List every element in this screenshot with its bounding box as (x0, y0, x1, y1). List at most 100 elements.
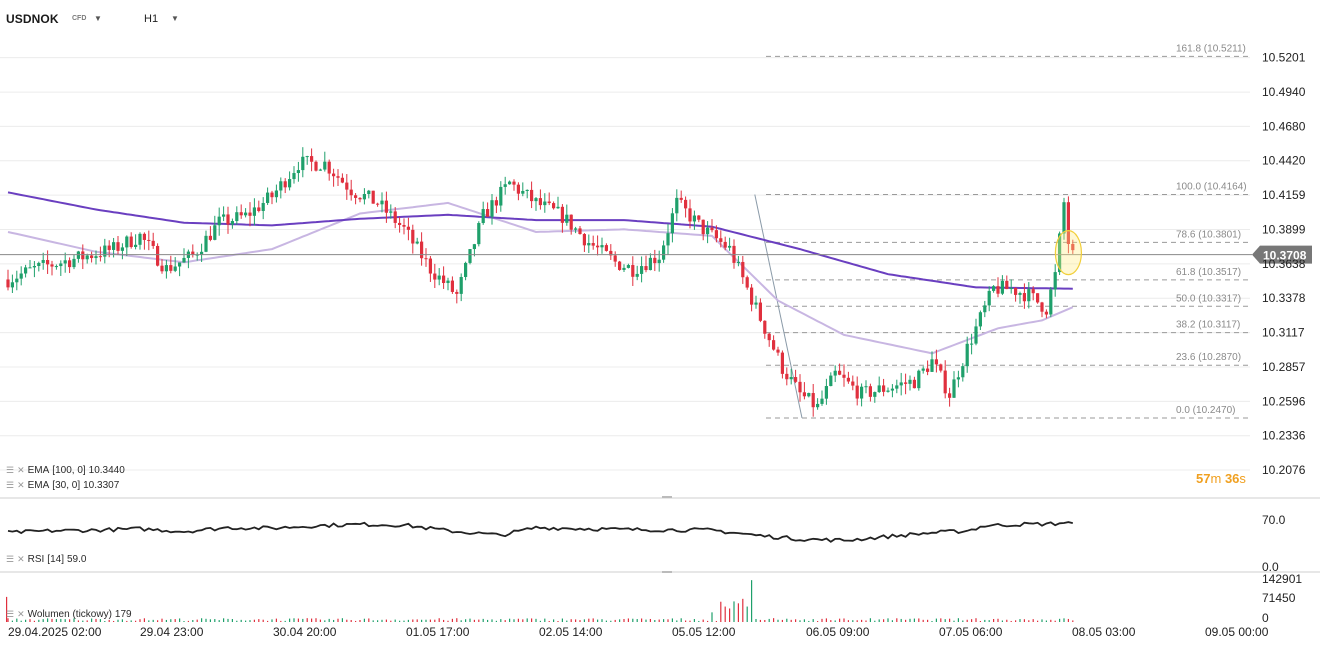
candle-body[interactable] (37, 262, 41, 266)
candle-body[interactable] (81, 251, 85, 260)
candle-body[interactable] (644, 266, 648, 271)
candle-body[interactable] (169, 265, 173, 271)
candle-body[interactable] (745, 277, 749, 288)
candle-body[interactable] (631, 265, 635, 277)
candle-body[interactable] (468, 249, 472, 263)
candle-body[interactable] (1000, 280, 1004, 294)
candle-body[interactable] (833, 370, 837, 376)
candle-body[interactable] (217, 216, 221, 226)
candle-body[interactable] (604, 245, 608, 251)
candle-body[interactable] (301, 156, 305, 171)
candle-body[interactable] (816, 403, 820, 408)
candle-body[interactable] (98, 256, 102, 258)
candle-body[interactable] (406, 226, 410, 230)
candle-body[interactable] (904, 382, 908, 384)
candle-body[interactable] (428, 258, 432, 274)
candle-body[interactable] (670, 213, 674, 234)
candle-body[interactable] (1014, 288, 1018, 295)
candle-body[interactable] (50, 264, 54, 267)
candle-body[interactable] (890, 388, 894, 391)
candle-body[interactable] (824, 386, 828, 399)
candle-body[interactable] (208, 235, 212, 240)
candle-body[interactable] (336, 176, 340, 178)
candle-body[interactable] (930, 359, 934, 372)
candle-body[interactable] (257, 207, 261, 211)
candle-body[interactable] (450, 280, 454, 292)
candle-body[interactable] (32, 265, 36, 268)
candle-body[interactable] (846, 377, 850, 382)
candle-body[interactable] (921, 368, 925, 371)
pane-resize-handle[interactable] (662, 571, 672, 573)
candle-body[interactable] (138, 233, 142, 245)
candle-body[interactable] (798, 381, 802, 393)
candle-body[interactable] (987, 290, 991, 306)
candle-body[interactable] (455, 291, 459, 294)
candle-body[interactable] (926, 368, 930, 372)
candle-body[interactable] (521, 190, 525, 194)
candle-body[interactable] (59, 263, 63, 267)
candle-body[interactable] (68, 260, 72, 268)
candle-body[interactable] (279, 181, 283, 191)
candle-body[interactable] (384, 200, 388, 213)
candle-body[interactable] (868, 386, 872, 397)
candle-body[interactable] (63, 260, 67, 264)
candle-body[interactable] (714, 230, 718, 239)
candle-body[interactable] (340, 177, 344, 183)
candle-body[interactable] (996, 286, 1000, 294)
candle-body[interactable] (270, 192, 274, 198)
candle-body[interactable] (411, 229, 415, 244)
candle-body[interactable] (147, 239, 151, 241)
candle-body[interactable] (85, 255, 89, 260)
candle-body[interactable] (393, 211, 397, 223)
candle-body[interactable] (838, 370, 842, 375)
symbol-dropdown-icon[interactable]: ▼ (94, 14, 102, 23)
candle-body[interactable] (252, 207, 256, 216)
candle-body[interactable] (758, 302, 762, 321)
candle-body[interactable] (635, 273, 639, 277)
candle-body[interactable] (626, 265, 630, 268)
candle-body[interactable] (296, 170, 300, 174)
candle-body[interactable] (508, 181, 512, 185)
candle-body[interactable] (173, 266, 177, 271)
close-icon[interactable]: ✕ (17, 554, 25, 564)
candle-body[interactable] (750, 287, 754, 305)
candle-body[interactable] (596, 245, 600, 248)
close-icon[interactable]: ✕ (17, 465, 25, 475)
candle-body[interactable] (723, 241, 727, 248)
candle-body[interactable] (829, 375, 833, 387)
candle-body[interactable] (222, 214, 226, 217)
candle-body[interactable] (424, 258, 428, 260)
candle-body[interactable] (494, 200, 498, 206)
candle-body[interactable] (767, 333, 771, 341)
candle-body[interactable] (547, 201, 551, 204)
candle-body[interactable] (367, 190, 371, 195)
candle-body[interactable] (226, 214, 230, 225)
candle-body[interactable] (1022, 293, 1026, 302)
candle-body[interactable] (1005, 280, 1009, 290)
candle-body[interactable] (292, 173, 296, 180)
candle-body[interactable] (371, 190, 375, 204)
candle-body[interactable] (974, 326, 978, 344)
candle-body[interactable] (213, 225, 217, 240)
drag-handle-icon[interactable]: ☰ (6, 554, 15, 564)
candle-body[interactable] (785, 373, 789, 380)
candle-body[interactable] (912, 379, 916, 389)
ema100-line[interactable] (7, 191, 1073, 290)
rsi-line[interactable] (7, 521, 1073, 543)
candle-body[interactable] (688, 208, 692, 222)
candle-body[interactable] (125, 236, 129, 248)
candle-body[interactable] (1040, 302, 1044, 312)
candle-body[interactable] (763, 320, 767, 334)
candle-body[interactable] (710, 227, 714, 231)
candle-body[interactable] (103, 245, 107, 257)
candle-body[interactable] (776, 349, 780, 353)
legend-volume[interactable]: ☰ ✕ Wolumen (tickowy) 179 (6, 609, 132, 620)
candle-body[interactable] (811, 393, 815, 408)
candle-body[interactable] (1071, 243, 1075, 251)
candle-body[interactable] (94, 256, 98, 259)
candle-body[interactable] (640, 266, 644, 274)
candle-body[interactable] (41, 260, 45, 263)
candle-body[interactable] (15, 278, 19, 283)
candle-body[interactable] (107, 245, 111, 250)
candle-body[interactable] (129, 236, 133, 248)
